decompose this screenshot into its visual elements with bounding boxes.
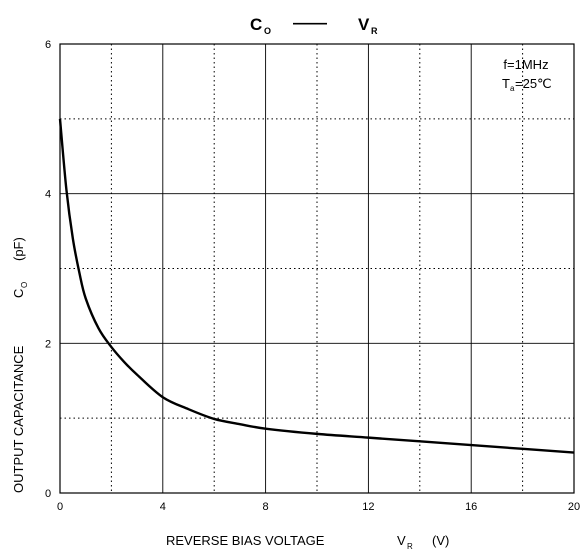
y-axis-label-symbol-sub: O — [20, 282, 29, 288]
y-tick-labels: 0 2 4 6 — [45, 39, 51, 500]
x-tick-label: 4 — [160, 501, 166, 513]
x-axis-label-symbol: V — [397, 533, 406, 548]
x-tick-labels: 0 4 8 12 16 20 — [57, 501, 580, 513]
title-main-sub: O — [264, 26, 271, 36]
title-second-sub: R — [371, 26, 378, 36]
y-tick-label: 4 — [45, 189, 51, 201]
y-axis-label-symbol: C — [11, 289, 26, 298]
condition-temp-value: =25℃ — [515, 76, 552, 91]
chart-title: C O —— V R — [250, 13, 378, 36]
title-dash: —— — [293, 13, 327, 32]
x-tick-label: 16 — [465, 501, 477, 513]
major-grid — [60, 44, 574, 493]
test-conditions: f=1MHz T a =25℃ — [502, 57, 552, 93]
capacitance-curve — [58, 118, 575, 454]
condition-temp-prefix: T — [502, 76, 510, 91]
y-axis-label: OUTPUT CAPACITANCE C O (pF) — [11, 237, 29, 493]
y-tick-label: 6 — [45, 39, 51, 51]
x-axis-label: REVERSE BIAS VOLTAGE V R (V) — [166, 533, 449, 551]
x-axis-label-unit: (V) — [432, 533, 449, 548]
x-axis-label-text: REVERSE BIAS VOLTAGE — [166, 533, 325, 548]
y-tick-label: 2 — [45, 338, 51, 350]
minor-grid — [60, 44, 574, 493]
title-main: C — [250, 15, 262, 34]
plot-frame — [59, 43, 575, 494]
y-axis-label-unit: (pF) — [11, 237, 26, 261]
series-layer — [58, 118, 575, 454]
x-tick-label: 8 — [263, 501, 269, 513]
x-tick-label: 0 — [57, 501, 63, 513]
y-axis-label-text: OUTPUT CAPACITANCE — [11, 345, 26, 493]
x-axis-label-symbol-sub: R — [407, 542, 413, 551]
y-tick-label: 0 — [45, 488, 51, 500]
title-second: V — [358, 15, 370, 34]
condition-temp-sub: a — [510, 84, 515, 93]
x-tick-label: 12 — [362, 501, 374, 513]
condition-frequency: f=1MHz — [503, 57, 548, 72]
x-tick-label: 20 — [568, 501, 580, 513]
